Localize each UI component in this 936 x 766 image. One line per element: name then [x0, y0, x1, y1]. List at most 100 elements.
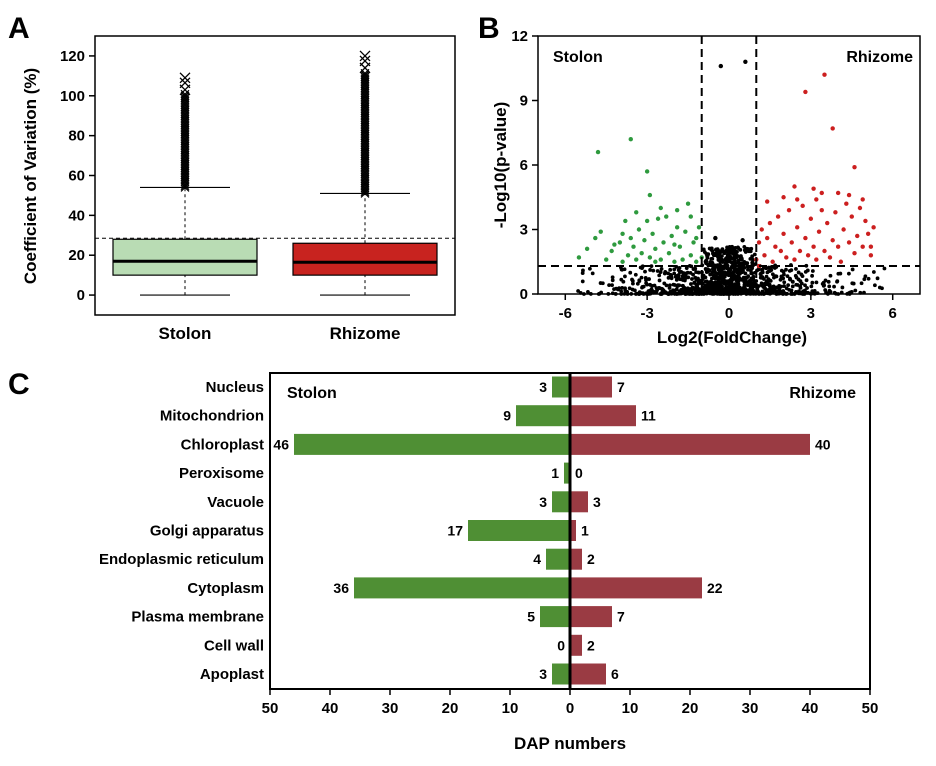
- panel-b-point-ns: [576, 289, 581, 293]
- panel-c-bar-rhizome: [570, 634, 582, 656]
- panel-b-point-ns: [715, 271, 720, 276]
- panel-b-point-ns: [718, 290, 723, 295]
- panel-b-point-stolon: [658, 205, 663, 211]
- panel-b-point-ns: [812, 289, 817, 293]
- panel-b-point-ns: [875, 276, 880, 281]
- panel-b-point-ns: [674, 277, 679, 282]
- panel-c-x-tick-label: 10: [502, 700, 519, 717]
- panel-b-point-stolon: [655, 216, 661, 221]
- panel-b-point-ns: [789, 291, 794, 295]
- panel-b-point-ns: [690, 277, 694, 281]
- panel-b-point-ns: [736, 267, 741, 272]
- panel-b-point-ns: [686, 291, 690, 296]
- panel-b-point-ns: [630, 278, 635, 283]
- panel-a-y-tick-label: 40: [68, 207, 85, 224]
- panel-b-point-ns: [706, 252, 711, 257]
- panel-a-outlier: [359, 55, 371, 67]
- panel-a-boxplot: Coefficient of Variation (%) Stolon Rhiz…: [21, 35, 456, 343]
- panel-c-x-tick-label: 0: [566, 700, 574, 717]
- panel-b-point-ns: [699, 278, 704, 283]
- panel-c-value-stolon: 1: [551, 465, 559, 481]
- panel-b-y-axis-label: -Log10(p-value): [491, 102, 510, 229]
- panel-b-point-ns: [786, 283, 791, 288]
- panel-b-point-ns: [664, 283, 669, 288]
- panel-b-point-ns: [863, 274, 868, 279]
- panel-b-point-ns: [848, 290, 852, 295]
- panel-b-point-ns: [763, 291, 767, 296]
- panel-b-point-ns: [578, 290, 583, 295]
- panel-b-point-ns: [781, 291, 786, 296]
- panel-b-point-ns: [677, 266, 682, 270]
- panel-c-category-label: Peroxisome: [179, 465, 264, 482]
- panel-b-point-ns: [858, 290, 863, 295]
- panel-label-c: C: [8, 368, 30, 401]
- panel-b-label-rhizome: Rhizome: [846, 49, 913, 66]
- panel-b-point-rhizome: [849, 214, 854, 219]
- panel-b-point-non-significant: [740, 238, 745, 243]
- panel-b-point-ns: [726, 291, 730, 295]
- panel-b-point-stolon: [674, 207, 680, 213]
- panel-b-y-tick-label: 3: [520, 222, 528, 239]
- panel-b-point-ns: [659, 267, 664, 271]
- panel-b-point-stolon: [620, 231, 625, 236]
- panel-b-point-stolon: [595, 149, 601, 155]
- panel-c-bar-rhizome: [570, 606, 612, 628]
- panel-b-point-ns: [812, 291, 817, 296]
- panel-b-point-ns: [850, 267, 855, 272]
- panel-b-point-ns: [713, 286, 718, 290]
- panel-b-point-ns: [846, 271, 851, 276]
- panel-b-point-ns: [622, 267, 627, 272]
- panel-b-point-rhizome: [811, 244, 816, 249]
- panel-b-point-rhizome: [833, 210, 838, 215]
- panel-b-label-stolon: Stolon: [553, 49, 603, 66]
- panel-c-bar-rhizome: [570, 520, 576, 541]
- panel-b-point-stolon: [644, 169, 650, 174]
- panel-b-point-ns: [666, 275, 671, 280]
- panel-b-x-tick-label: -3: [640, 305, 653, 322]
- panel-b-point-ns: [655, 269, 660, 273]
- panel-b-point-ns: [790, 284, 795, 289]
- panel-b-point-ns: [726, 287, 731, 292]
- panel-b-point-rhizome: [814, 197, 819, 202]
- panel-b-point-stolon: [650, 231, 655, 236]
- panel-c-bar-stolon: [540, 606, 570, 628]
- panel-b-point-ns: [635, 281, 640, 286]
- panel-b-point-ns: [737, 286, 741, 290]
- panel-b-point-ns: [676, 273, 681, 277]
- panel-b-point-ns: [622, 292, 627, 296]
- panel-b-point-ns: [835, 279, 839, 284]
- panel-b-point-ns: [613, 292, 618, 296]
- panel-b-point-ns: [696, 290, 701, 295]
- panel-b-point-stolon: [628, 235, 633, 241]
- panel-b-point-stolon: [628, 137, 633, 142]
- panel-b-point-ns: [610, 275, 615, 280]
- panel-c-bar-rhizome: [570, 663, 606, 685]
- panel-b-point-rhizome: [786, 207, 792, 213]
- panel-b-point-ns: [716, 286, 721, 291]
- panel-b-point-ns: [736, 261, 741, 266]
- panel-b-point-rhizome: [865, 231, 871, 236]
- panel-b-point-ns: [644, 281, 649, 286]
- panel-b-point-ns: [877, 285, 882, 290]
- panel-b-point-stolon: [642, 238, 647, 243]
- panel-b-point-rhizome: [835, 190, 841, 196]
- panel-b-point-rhizome: [773, 244, 778, 249]
- panel-b-point-ns: [755, 290, 760, 295]
- panel-b-point-ns: [639, 291, 644, 295]
- panel-b-point-ns: [739, 277, 744, 282]
- panel-b-point-ns: [666, 271, 671, 276]
- panel-b-point-ns: [705, 267, 710, 272]
- panel-b-point-ns: [758, 275, 763, 280]
- panel-b-point-ns: [586, 289, 590, 294]
- panel-b-point-stolon: [674, 225, 680, 230]
- panel-b-point-stolon: [634, 257, 639, 262]
- panel-b-volcano: -Log10(p-value) Log2(FoldChange) Stolon …: [491, 28, 921, 347]
- panel-b-point-non-significant: [713, 235, 718, 241]
- panel-b-point-ns: [640, 266, 644, 271]
- panel-b-point-stolon: [677, 244, 683, 249]
- panel-b-point-rhizome: [827, 255, 833, 260]
- panel-b-point-ns: [725, 266, 729, 271]
- panel-b-point-ns: [649, 287, 654, 292]
- panel-b-point-rhizome: [857, 205, 863, 211]
- panel-b-point-stolon: [685, 201, 691, 206]
